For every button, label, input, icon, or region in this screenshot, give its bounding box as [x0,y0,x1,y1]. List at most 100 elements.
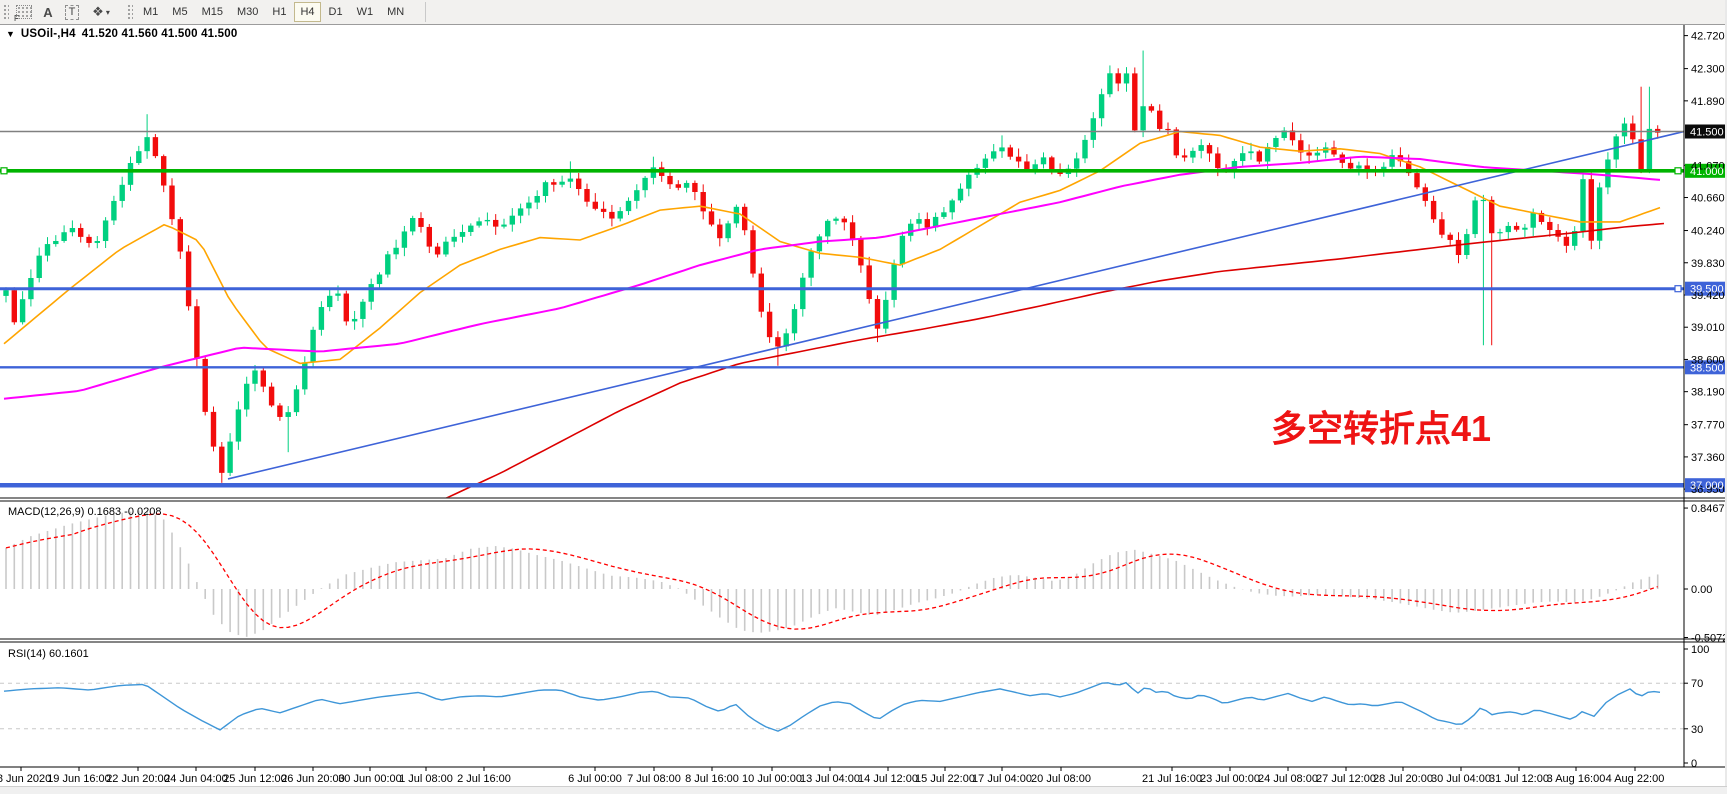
time-tick-label: 30 Jun 00:00 [338,773,402,785]
timeframes-drag-handle-icon[interactable] [126,3,133,21]
macd-scale-label: -0.5072 [1691,632,1727,644]
time-tick-label: 4 Aug 22:00 [1606,773,1665,785]
price-tick-label: 41.890 [1691,96,1725,108]
time-tick-label: 18 Jun 2020 [0,773,51,785]
price-tick-label: 40.240 [1691,226,1725,238]
time-tick-label: 1 Jul 08:00 [399,773,453,785]
price-tick-label: 39.830 [1691,258,1725,270]
rsi-label: RSI(14) 60.1601 [8,648,89,660]
time-tick-label: 23 Jul 00:00 [1200,773,1260,785]
text-tool-icon: T [64,4,80,20]
top-toolbar: F A T ❖ ▾ M1 M5 M15 M30 H1 H4 D1 W1 MN [0,0,1727,25]
hline-37000-price-box [1685,478,1725,493]
timeframe-m5-button[interactable]: M5 [166,2,193,22]
hline-39500-handle[interactable] [1674,285,1682,293]
arrows-icon: ❖ [92,4,104,19]
time-tick-label: 22 Jun 20:00 [106,773,170,785]
time-tick-label: 20 Jul 08:00 [1031,773,1091,785]
rsi-scale-label: 30 [1691,724,1703,736]
time-tick-label: 14 Jul 12:00 [858,773,918,785]
price-tick-label: 39.010 [1691,322,1725,334]
time-tick-label: 31 Jul 12:00 [1489,773,1549,785]
support-trendline[interactable] [227,130,1684,480]
f-subscript-label: F [14,14,19,23]
price-tick-label: 37.360 [1691,452,1725,464]
window-right-edge [1725,0,1727,793]
price-tick-label: 37.770 [1691,420,1725,432]
timeframe-m15-button[interactable]: M15 [196,2,229,22]
hline-41000-price-box [1685,163,1725,178]
dotted-grid-icon [16,5,32,19]
bid-price-box-label: 41.500 [1690,127,1724,139]
timeframe-h1-button[interactable]: H1 [266,2,292,22]
text-label-tool-button[interactable]: A [43,4,53,20]
arrows-tool-button[interactable]: ❖ ▾ [84,2,118,22]
macd-signal-line [5,513,1658,630]
time-tick-label: 6 Jul 00:00 [568,773,622,785]
hline-39500-price-box [1685,281,1725,296]
macd-label: MACD(12,26,9) 0.1683 -0.0208 [8,506,161,518]
time-tick-label: 27 Jul 12:00 [1316,773,1376,785]
time-tick-label: 15 Jul 22:00 [915,773,975,785]
symbol-header: ▼ USOil-,H4 41.520 41.560 41.500 41.500 [6,28,237,40]
price-tick-label: 42.300 [1691,64,1725,76]
timeframe-m1-button[interactable]: M1 [137,2,164,22]
timeframe-h4-button[interactable]: H4 [294,2,321,22]
window-bottom-edge [0,786,1727,794]
price-tick-label: 42.720 [1691,31,1725,43]
timeframe-w1-button[interactable]: W1 [351,2,380,22]
timeframe-d1-button[interactable]: D1 [323,2,349,22]
macd-histogram [5,510,1659,637]
timeframe-mn-button[interactable]: MN [381,2,410,22]
time-tick-label: 24 Jun 04:00 [164,773,228,785]
price-tick-label: 39.420 [1691,290,1725,302]
rsi-scale-label: 70 [1691,678,1703,690]
rsi-scale-label: 100 [1691,644,1709,656]
time-tick-label: 28 Jul 20:00 [1373,773,1433,785]
price-tick-label: 38.600 [1691,354,1725,366]
candles-layer [3,50,1661,483]
time-tick-label: 13 Jul 04:00 [800,773,860,785]
dropdown-caret-icon: ▾ [105,7,110,17]
ma-fast-orange-line [3,130,1661,365]
hline-41000-handle[interactable] [0,167,8,175]
time-tick-label: 17 Jul 04:00 [972,773,1032,785]
text-tool-button[interactable]: T [60,2,84,22]
time-axis[interactable] [0,766,1727,771]
symbol-name: USOil-,H4 [20,28,76,40]
time-tick-label: 8 Jul 16:00 [685,773,739,785]
ma-slow-red-line [444,222,1665,498]
time-tick-label: 30 Jul 04:00 [1431,773,1491,785]
hline-38500-price-box [1685,360,1725,375]
hline-38500-price-box-label: 38.500 [1690,362,1724,374]
time-tick-label: 21 Jul 16:00 [1142,773,1202,785]
time-tick-label: 25 Jun 12:00 [223,773,287,785]
rsi-scale-label: 0 [1691,758,1697,770]
toolbar-drag-handle-icon[interactable] [2,3,9,21]
time-tick-label: 24 Jul 08:00 [1258,773,1318,785]
timeframe-m30-button[interactable]: M30 [231,2,264,22]
symbol-ohlc-quotes: 41.520 41.560 41.500 41.500 [81,28,238,40]
time-tick-label: 26 Jun 20:00 [281,773,345,785]
time-tick-label: 10 Jul 00:00 [742,773,802,785]
ma-mid-magenta-line [3,155,1661,400]
toolbar-separator [425,2,427,22]
time-tick-label: 7 Jul 08:00 [627,773,681,785]
price-scale[interactable] [1683,25,1725,767]
rsi-line [3,681,1661,732]
grid-f-tool-button[interactable]: F [12,2,36,23]
symbol-dropdown-icon[interactable]: ▼ [6,29,15,39]
hline-41000-handle[interactable] [1674,167,1682,175]
price-tick-label: 41.070 [1691,160,1725,172]
bid-price-box [1685,124,1725,139]
price-tick-label: 36.950 [1691,484,1725,496]
price-tick-label: 40.660 [1691,193,1725,205]
time-tick-label: 3 Aug 16:00 [1547,773,1606,785]
macd-scale-label: 0.00 [1691,584,1712,596]
hline-39500-price-box-label: 39.500 [1690,284,1724,296]
macd-scale-label: 0.8467 [1691,503,1725,515]
time-tick-label: 2 Jul 16:00 [457,773,511,785]
annotation-text[interactable]: 多空转折点41 [1271,408,1491,449]
hline-41000-price-box-label: 41.000 [1690,166,1724,178]
